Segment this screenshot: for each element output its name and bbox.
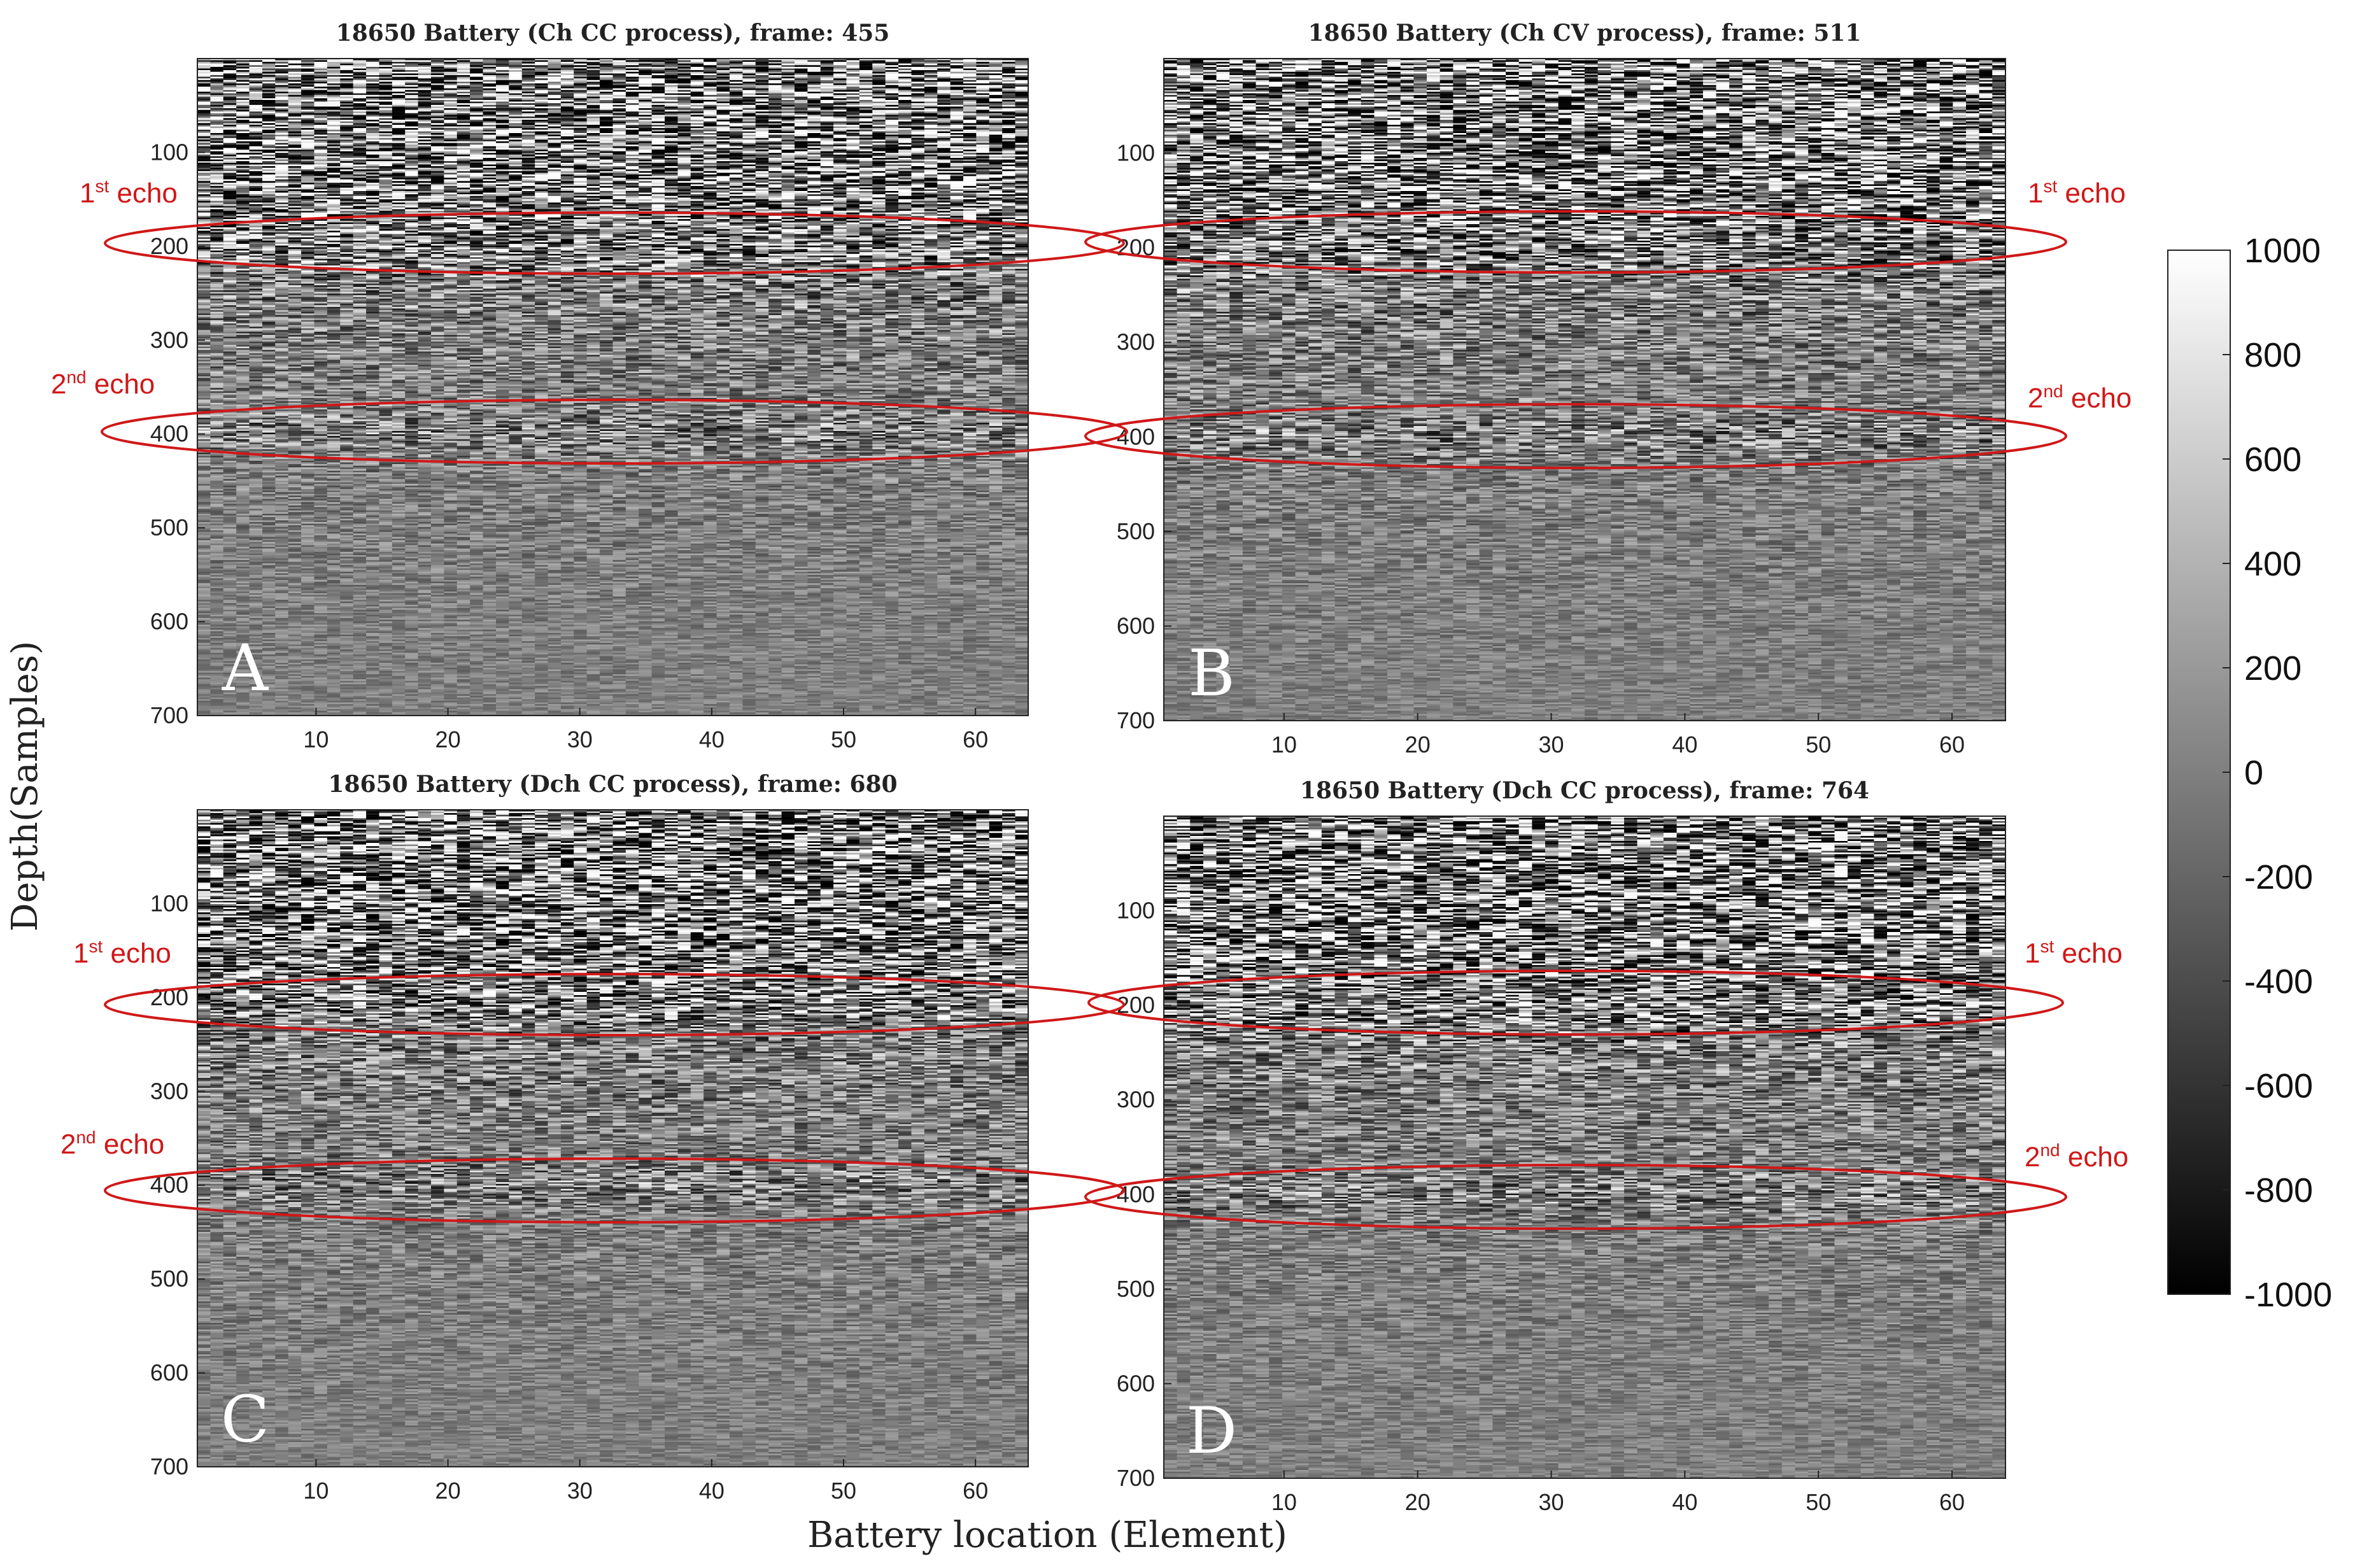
x-tick-label: 60 [1939,731,1965,758]
x-tick-label: 40 [699,726,725,752]
x-tick-label: 50 [831,1478,856,1504]
x-axis-label: Battery location (Element) [807,1515,1287,1556]
colorbar-tick-label: -200 [2244,858,2313,896]
x-tick-label: 40 [699,1478,725,1504]
y-tick-label: 300 [1117,1087,1155,1113]
panel-letter: B [1188,636,1235,710]
y-tick-label: 700 [1117,1465,1155,1491]
panel-title: 18650 Battery (Ch CC process), frame: 45… [336,20,890,46]
y-tick-label: 500 [1117,1276,1155,1302]
first-echo-label: 1st echo [2028,176,2126,209]
x-tick-label: 10 [1271,731,1297,758]
y-tick-label: 100 [1117,140,1155,166]
heatmap-texture [1164,59,2005,721]
y-tick-label: 100 [150,139,188,165]
colorbar-tick-label: 0 [2244,754,2263,792]
first-echo-label: 1st echo [73,936,171,969]
y-axis-label: Depth(Samples) [4,641,46,932]
y-tick-label: 600 [150,1360,188,1386]
x-tick-label: 10 [1271,1489,1297,1515]
x-tick-label: 50 [1806,1489,1831,1515]
y-tick-label: 100 [150,890,188,916]
colorbar-tick-label: 400 [2244,545,2302,583]
y-tick-label: 700 [150,702,188,728]
x-tick-label: 20 [1405,731,1431,758]
second-echo-label: 2nd echo [2028,381,2132,414]
y-tick-label: 100 [1117,898,1155,924]
x-tick-label: 40 [1672,1489,1697,1515]
colorbar-tick-label: 200 [2244,649,2302,688]
panel-b: 18650 Battery (Ch CV process), frame: 51… [1117,20,2005,758]
first-echo-label: 1st echo [2025,936,2123,969]
colorbar-tick-label: -400 [2244,963,2313,1001]
panel-c: 18650 Battery (Dch CC process), frame: 6… [150,771,1028,1504]
second-echo-label: 2nd echo [51,367,155,400]
colorbar-tick-label: -1000 [2244,1276,2332,1314]
colorbar-tick-label: 1000 [2244,232,2321,270]
y-tick-label: 500 [150,1266,188,1292]
y-tick-label: 300 [1117,329,1155,355]
y-tick-label: 700 [150,1453,188,1480]
x-tick-label: 30 [567,726,593,752]
colorbar-tick-label: 800 [2244,336,2302,374]
x-tick-label: 20 [1405,1489,1431,1515]
panel-letter: D [1186,1394,1237,1468]
y-tick-label: 600 [150,609,188,635]
x-tick-label: 50 [831,726,856,752]
panel-title: 18650 Battery (Dch CC process), frame: 7… [1300,777,1869,804]
x-tick-label: 30 [1539,1489,1564,1515]
panel-d: 18650 Battery (Dch CC process), frame: 7… [1117,777,2005,1515]
second-echo-label: 2nd echo [60,1127,164,1160]
x-tick-label: 20 [435,726,461,752]
colorbar-gradient [2168,250,2230,1294]
y-tick-label: 500 [150,514,188,540]
x-tick-label: 10 [303,1478,329,1504]
y-tick-label: 700 [1117,707,1155,733]
y-tick-label: 400 [150,421,188,447]
second-echo-label: 2nd echo [2025,1140,2128,1173]
x-tick-label: 60 [963,726,988,752]
panel-title: 18650 Battery (Ch CV process), frame: 51… [1308,20,1862,46]
x-tick-label: 10 [303,726,329,752]
x-tick-label: 20 [435,1478,461,1504]
x-tick-label: 30 [1539,731,1564,758]
y-tick-label: 600 [1117,1370,1155,1396]
y-tick-label: 300 [150,327,188,353]
colorbar: 1000 800 600 400 200 0 -200 -400 -600 -800 -1000 [2168,232,2332,1314]
x-tick-label: 30 [567,1478,593,1504]
x-tick-label: 50 [1806,731,1831,758]
x-tick-label: 40 [1672,731,1697,758]
x-tick-label: 60 [1939,1489,1965,1515]
panel-letter: C [221,1382,270,1457]
y-tick-label: 200 [150,233,188,259]
y-tick-label: 300 [150,1078,188,1104]
x-tick-label: 60 [963,1478,988,1504]
panel-letter: A [222,631,269,705]
colorbar-tick-label: -600 [2244,1067,2313,1105]
y-tick-label: 500 [1117,518,1155,544]
panel-a: 18650 Battery (Ch CC process), frame: 45… [150,20,1028,752]
first-echo-label: 1st echo [80,176,178,209]
colorbar-tick-label: -800 [2244,1171,2313,1210]
panel-title: 18650 Battery (Dch CC process), frame: 6… [328,771,897,798]
y-tick-label: 600 [1117,612,1155,639]
colorbar-tick-label: 600 [2244,441,2302,479]
